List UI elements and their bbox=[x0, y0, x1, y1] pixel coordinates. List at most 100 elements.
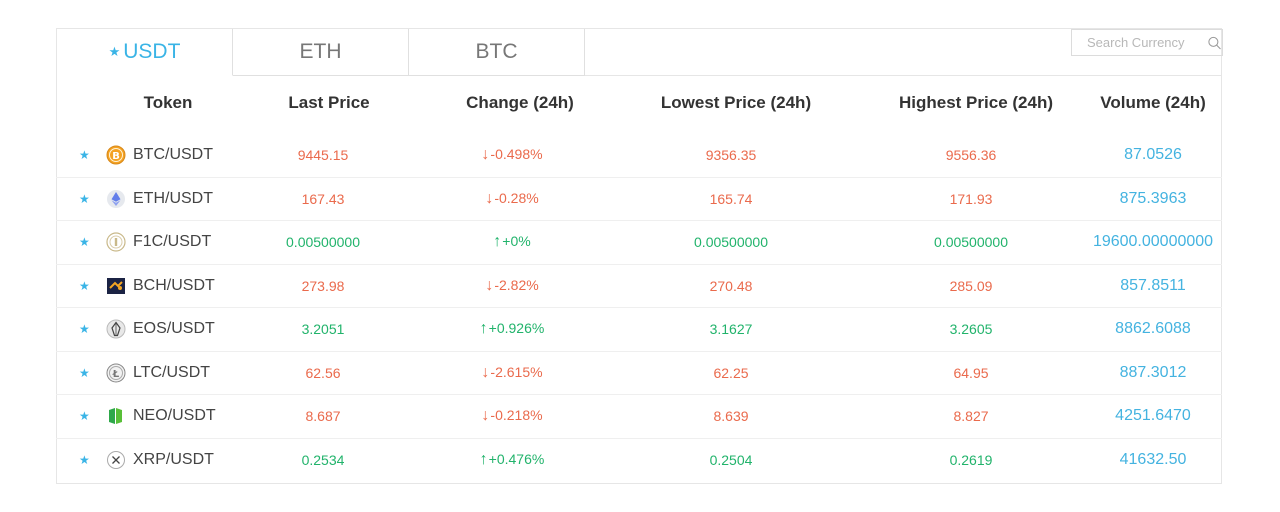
last-price: 0.2534 bbox=[301, 452, 345, 469]
tab-label: ETH bbox=[299, 40, 342, 63]
arrow-up-icon: ↑ bbox=[479, 320, 488, 338]
lowest-price: 0.00500000 bbox=[694, 234, 768, 251]
volume-24h: 4251.6470 bbox=[1115, 407, 1191, 425]
arrow-down-icon: ↓ bbox=[485, 189, 494, 207]
change-value: -0.28% bbox=[494, 189, 539, 206]
lowest-price: 8.639 bbox=[713, 408, 749, 425]
change-24h: ↓-0.218% bbox=[481, 407, 542, 425]
favorite-star-icon[interactable]: ★ bbox=[79, 235, 90, 250]
favorite-star-icon[interactable]: ★ bbox=[79, 409, 90, 424]
col-lowest-price[interactable]: Lowest Price (24h) bbox=[660, 93, 812, 112]
pair-name[interactable]: XRP/USDT bbox=[133, 451, 214, 469]
highest-price: 9556.36 bbox=[945, 147, 997, 164]
ripple-icon bbox=[106, 450, 126, 470]
pair-name[interactable]: ETH/USDT bbox=[133, 189, 213, 207]
last-price: 0.00500000 bbox=[286, 234, 360, 251]
arrow-down-icon: ↓ bbox=[485, 276, 494, 294]
favorite-star-icon[interactable]: ★ bbox=[79, 278, 90, 293]
lowest-price: 9356.35 bbox=[705, 147, 757, 164]
arrow-down-icon: ↓ bbox=[481, 407, 490, 425]
change-value: -0.498% bbox=[490, 146, 543, 163]
change-value: +0% bbox=[502, 233, 531, 250]
lowest-price: 0.2504 bbox=[709, 452, 753, 469]
tab-eth[interactable]: ETH bbox=[233, 29, 409, 76]
table-row[interactable]: ★ XRP/USDT 0.2534 ↑+0.476% 0.2504 0.2619 41632… bbox=[56, 439, 1222, 483]
col-last-price[interactable]: Last Price bbox=[288, 93, 370, 112]
col-highest-price[interactable]: Highest Price (24h) bbox=[899, 93, 1053, 112]
change-24h: ↑+0.476% bbox=[480, 451, 545, 469]
favorite-star-icon[interactable]: ★ bbox=[79, 453, 90, 468]
f1c-icon bbox=[106, 232, 126, 252]
arrow-down-icon: ↓ bbox=[481, 363, 490, 381]
svg-text:Ł: Ł bbox=[112, 369, 120, 380]
volume-24h: 19600.00000000 bbox=[1092, 233, 1214, 251]
volume-24h: 8862.6088 bbox=[1115, 320, 1191, 338]
lowest-price: 165.74 bbox=[709, 190, 753, 207]
table-row[interactable]: ★ F1C/USDT 0.00500000 ↑+0% 0.00500000 0.00500… bbox=[56, 221, 1222, 265]
table-row[interactable]: ★ Ł LTC/USDT 62.56 ↓-2.615% 62.25 64.95 887.301… bbox=[56, 352, 1222, 395]
change-24h: ↓-0.498% bbox=[481, 146, 542, 164]
volume-24h: 87.0526 bbox=[1124, 146, 1182, 164]
star-icon: ★ bbox=[108, 44, 121, 59]
change-value: +0.476% bbox=[488, 451, 545, 468]
pair-name[interactable]: F1C/USDT bbox=[133, 233, 212, 251]
pair-name[interactable]: EOS/USDT bbox=[133, 320, 215, 338]
favorite-star-icon[interactable]: ★ bbox=[79, 191, 90, 206]
arrow-up-icon: ↑ bbox=[479, 451, 488, 469]
highest-price: 171.93 bbox=[949, 190, 993, 207]
markets-panel: ★ USDT ETH BTC bbox=[56, 28, 1222, 484]
last-price: 3.2051 bbox=[301, 321, 345, 338]
last-price: 167.43 bbox=[301, 190, 345, 207]
pair-name[interactable]: BTC/USDT bbox=[133, 146, 213, 164]
pair-name[interactable]: NEO/USDT bbox=[133, 407, 216, 425]
last-price: 9445.15 bbox=[297, 147, 349, 164]
lowest-price: 3.1627 bbox=[709, 321, 753, 338]
tab-btc[interactable]: BTC bbox=[409, 29, 585, 76]
favorite-star-icon[interactable]: ★ bbox=[79, 148, 90, 163]
pair-name[interactable]: BCH/USDT bbox=[133, 276, 215, 294]
neo-icon bbox=[106, 406, 126, 426]
pair-name[interactable]: LTC/USDT bbox=[133, 363, 211, 381]
last-price: 62.56 bbox=[305, 364, 341, 381]
tabs-divider bbox=[585, 75, 1221, 76]
table-row[interactable]: ★ B BTC/USDT 9445.15 ↓-0.498% 9356.35 9556.36 8… bbox=[56, 134, 1222, 178]
favorite-star-icon[interactable]: ★ bbox=[79, 322, 90, 337]
col-volume[interactable]: Volume (24h) bbox=[1100, 93, 1206, 112]
change-24h: ↑+0% bbox=[493, 233, 530, 251]
favorite-star-icon[interactable]: ★ bbox=[79, 365, 90, 380]
litecoin-icon: Ł bbox=[106, 363, 126, 383]
table-row[interactable]: ★ EOS/USDT 3.2051 ↑+0.926% 3.1627 3.2605 8862.… bbox=[56, 308, 1222, 352]
tab-label: BTC bbox=[475, 40, 518, 63]
arrow-up-icon: ↑ bbox=[493, 233, 502, 251]
change-24h: ↓-2.615% bbox=[481, 364, 542, 382]
change-value: -0.218% bbox=[490, 407, 543, 424]
tab-usdt[interactable]: ★ USDT bbox=[57, 29, 233, 76]
change-value: -2.615% bbox=[490, 363, 543, 380]
change-24h: ↓-0.28% bbox=[485, 190, 538, 208]
change-24h: ↓-2.82% bbox=[485, 277, 538, 295]
volume-24h: 41632.50 bbox=[1119, 451, 1187, 469]
search-input[interactable] bbox=[1087, 35, 1205, 50]
table-row[interactable]: ★ ETH/USDT 167.43 ↓-0.28% 165.74 171.93 875.39… bbox=[56, 178, 1222, 221]
search-icon[interactable] bbox=[1207, 33, 1222, 53]
quote-currency-tabs: ★ USDT ETH BTC bbox=[57, 29, 585, 77]
lowest-price: 270.48 bbox=[709, 277, 753, 294]
search-box bbox=[1071, 29, 1223, 56]
volume-24h: 857.8511 bbox=[1120, 276, 1186, 294]
table-row[interactable]: ★ BCH/USDT 273.98 ↓-2.82% 270.48 285.09 857.85… bbox=[56, 265, 1222, 308]
svg-text:B: B bbox=[112, 151, 120, 162]
col-token[interactable]: Token bbox=[143, 93, 193, 112]
volume-24h: 875.3963 bbox=[1119, 189, 1187, 207]
tab-label: USDT bbox=[123, 40, 181, 63]
highest-price: 285.09 bbox=[949, 277, 993, 294]
bitcoin-cash-icon bbox=[106, 276, 126, 296]
table-header: Token Last Price Change (24h) Lowest Pri… bbox=[0, 93, 1280, 117]
change-value: -2.82% bbox=[494, 276, 539, 293]
ethereum-icon bbox=[106, 189, 126, 209]
table-row[interactable]: ★ NEO/USDT 8.687 ↓-0.218% 8.639 8.827 4251.647… bbox=[56, 395, 1222, 439]
highest-price: 0.2619 bbox=[949, 452, 993, 469]
change-24h: ↑+0.926% bbox=[480, 320, 545, 338]
col-change[interactable]: Change (24h) bbox=[466, 93, 574, 112]
lowest-price: 62.25 bbox=[713, 364, 749, 381]
highest-price: 8.827 bbox=[953, 408, 989, 425]
